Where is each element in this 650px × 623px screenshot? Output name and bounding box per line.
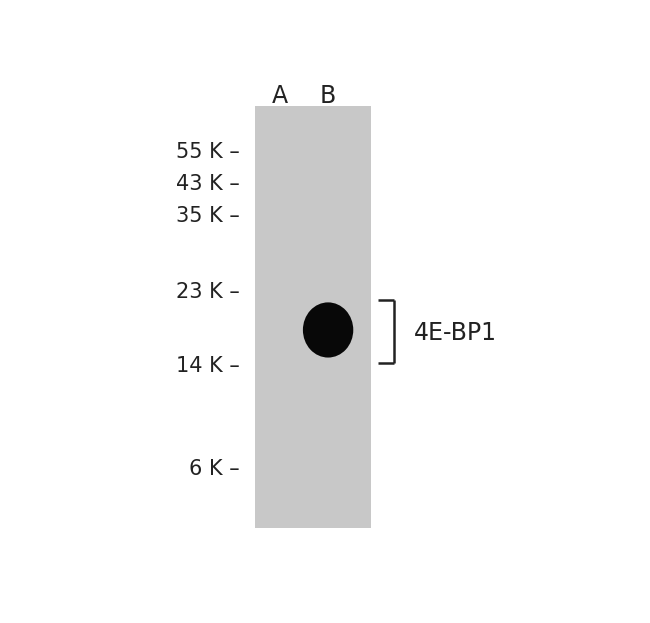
Text: A: A [272,84,289,108]
Text: 23 K –: 23 K – [176,282,240,302]
FancyBboxPatch shape [255,106,371,528]
Ellipse shape [303,302,354,358]
Text: B: B [320,84,336,108]
Text: 14 K –: 14 K – [176,356,240,376]
Text: 35 K –: 35 K – [176,206,240,226]
Text: 55 K –: 55 K – [176,141,240,161]
Text: 43 K –: 43 K – [176,174,240,194]
Text: 6 K –: 6 K – [189,459,240,479]
Text: 4E-BP1: 4E-BP1 [414,321,497,345]
